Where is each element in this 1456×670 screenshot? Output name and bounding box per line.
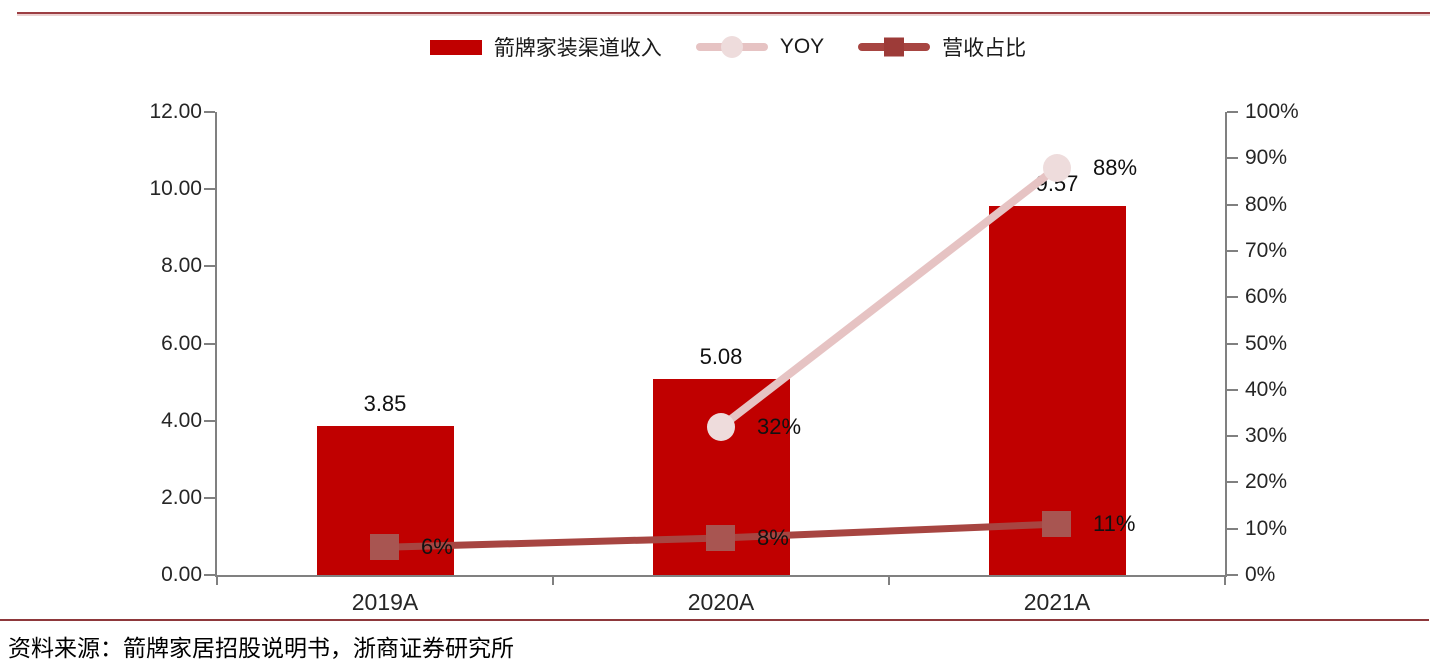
x-axis-category-label: 2021A: [1023, 589, 1091, 615]
right-axis-tick: [1227, 481, 1238, 484]
left-axis-tick-label: 12.00: [149, 100, 202, 123]
legend-item-yoy: YOY: [695, 35, 825, 59]
left-axis-tick-label: 8.00: [161, 254, 202, 278]
right-axis-tick-label: 50%: [1245, 331, 1288, 355]
yoy-line-value-label: 32%: [757, 413, 802, 439]
revenue-share-line-marker-2020A: [706, 524, 735, 551]
right-axis-tick: [1227, 296, 1238, 299]
left-axis-tick-label: 6.00: [161, 331, 202, 355]
left-axis-line: [215, 112, 217, 577]
right-axis-tick-label: 80%: [1245, 192, 1288, 216]
revenue-share-line-marker-2021A: [1042, 511, 1071, 538]
left-axis-tick: [204, 111, 215, 113]
top-divider-rule: [17, 12, 1430, 16]
line-square-swatch-icon: [858, 37, 931, 57]
legend-label-revenue-share: 营收占比: [942, 37, 1027, 60]
source-divider-rule: [0, 619, 1429, 621]
left-axis-tick: [204, 342, 215, 345]
left-axis-tick: [204, 188, 215, 191]
revenue-bar-value-label: 5.08: [699, 343, 743, 369]
right-axis-tick: [1227, 157, 1238, 160]
chart-legend: 箭牌家装渠道收入 YOY 营收占比: [0, 32, 1456, 62]
revenue-share-line-marker-2019A: [370, 534, 399, 561]
left-axis-tick-label: 4.00: [161, 408, 202, 432]
right-axis-tick: [1227, 574, 1238, 576]
right-axis-tick-label: 90%: [1245, 146, 1288, 170]
right-axis-line: [1225, 112, 1227, 577]
right-axis-tick: [1227, 388, 1238, 391]
bar-swatch-icon: [429, 39, 482, 55]
square-marker-icon: [884, 37, 905, 57]
left-axis-tick: [204, 574, 215, 576]
revenue-share-line-value-label: 8%: [757, 524, 789, 550]
left-axis-tick: [204, 419, 215, 422]
yoy-line-marker-2021A: [1043, 153, 1071, 182]
legend-item-revenue: 箭牌家装渠道收入: [429, 32, 662, 62]
x-axis-tick: [888, 577, 890, 585]
revenue-share-line-value-label: 6%: [421, 534, 453, 560]
right-axis-tick: [1227, 342, 1238, 345]
source-note: 资料来源：箭牌家居招股说明书，浙商证券研究所: [8, 636, 514, 661]
right-axis-tick: [1227, 203, 1238, 206]
x-axis-tick: [216, 577, 218, 585]
x-axis-line: [215, 575, 1227, 577]
line-circle-swatch-icon: [695, 36, 768, 58]
right-axis-tick: [1227, 249, 1238, 252]
x-axis-category-label: 2019A: [351, 589, 419, 615]
legend-label-yoy: YOY: [779, 35, 825, 58]
right-axis-tick-label: 40%: [1245, 377, 1288, 401]
right-axis-tick-label: 70%: [1245, 238, 1288, 262]
left-axis-tick: [204, 265, 215, 268]
right-axis-tick-label: 100%: [1245, 100, 1299, 123]
revenue-share-line-value-label: 11%: [1093, 511, 1136, 537]
right-axis-tick: [1227, 435, 1238, 438]
legend-item-revenue-share: 营收占比: [858, 32, 1026, 62]
left-axis-tick: [204, 496, 215, 499]
revenue-bar-value-label: 3.85: [363, 391, 407, 417]
yoy-line-value-label: 88%: [1093, 154, 1138, 180]
left-axis-tick-label: 2.00: [161, 485, 202, 509]
right-axis-tick: [1227, 111, 1238, 113]
right-axis-tick-label: 10%: [1245, 516, 1288, 540]
legend-label-revenue: 箭牌家装渠道收入: [493, 37, 662, 60]
right-axis-tick-label: 20%: [1245, 470, 1288, 494]
right-axis-tick: [1227, 527, 1238, 530]
circle-marker-icon: [720, 36, 743, 58]
left-axis-tick-label: 0.00: [161, 563, 202, 586]
x-axis-tick: [552, 577, 554, 585]
right-axis-tick-label: 60%: [1245, 285, 1288, 309]
x-axis-category-label: 2020A: [687, 589, 755, 615]
x-axis-tick: [1224, 577, 1226, 585]
yoy-line-marker-2020A: [707, 412, 735, 441]
left-axis-tick-label: 10.00: [149, 177, 202, 201]
right-axis-tick-label: 30%: [1245, 424, 1288, 448]
right-axis-tick-label: 0%: [1245, 563, 1276, 586]
